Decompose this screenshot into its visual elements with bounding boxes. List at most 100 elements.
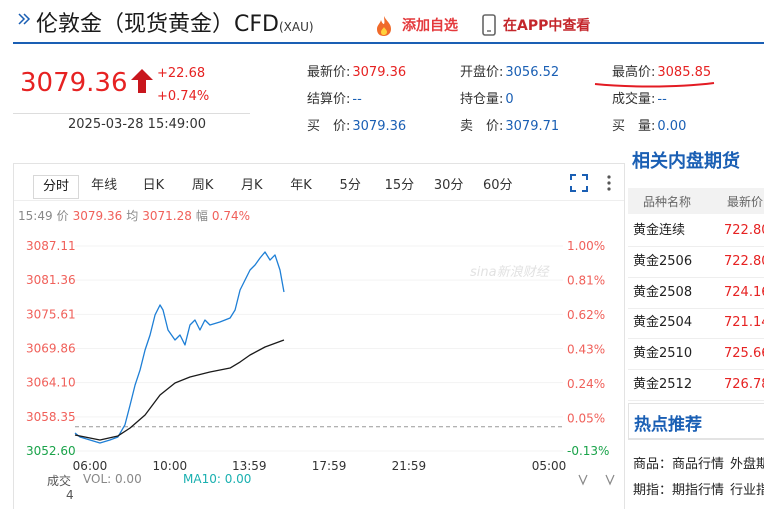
tab-rule [14,200,624,201]
chart: sina新浪财经 3087.11 3081.36 3075.61 3069.86 3064… [26,239,609,473]
price-change: +22.68 [157,66,206,81]
link-row: 期指：期指行情 行业指 [633,479,764,498]
quote-row[interactable]: 黄金连续 722.80 [628,216,764,247]
y2-tick-label: 0.24% [567,377,605,391]
vol: VOL: 0.00 [83,472,142,486]
quote-row[interactable]: 黄金2512 726.78 [628,370,764,401]
link[interactable]: 商品行情 [672,457,725,472]
y-tick-label: 3058.35 [26,410,76,424]
row-price: 722.80 [724,253,764,269]
chart-panel [13,163,625,509]
row-name: 黄金2506 [633,253,693,269]
field-value: 3056.52 [505,65,560,80]
row-price: 726.78 [724,377,764,392]
chart-tab[interactable]: 月K [241,178,263,193]
sidebar: 相关内盘期货 品种名称 最新价 热点推荐 黄金连续 722.80 黄金2506 722… [628,145,764,509]
link-label: 期指： [633,483,673,498]
price-line [74,339,285,441]
chart-tools [570,174,611,192]
quote-field: 结算价: -- [307,88,362,107]
field-value: 3079.36 [352,65,407,80]
highlight-underline [594,82,715,88]
x-tick-label: 10:00 [153,459,188,473]
quote-time: 2025-03-28 15:49:00 [68,117,207,132]
link-label: 商品： [633,457,673,472]
chart-tab[interactable]: 年K [290,178,312,193]
row-name: 黄金2510 [633,346,693,362]
quote-row[interactable]: 黄金2504 721.14 [628,308,764,340]
row-price: 724.16 [724,284,764,300]
volume-label: 成交 [47,474,72,488]
info-item: 幅 [195,209,208,223]
header-rule [13,42,764,44]
link[interactable]: 期指行情 [672,483,725,498]
chart-tab[interactable]: 60分 [483,178,513,193]
field-value: -- [352,92,362,107]
info-item: 3071.28 [142,209,192,223]
chart-tab[interactable]: 年线 [91,178,118,193]
title-symbol: (XAU) [278,20,314,34]
row-name: 黄金2504 [633,315,693,331]
info-item: 价 [56,209,69,223]
sidebar-title: 相关内盘期货 [632,151,740,172]
y-tick-label: 3087.11 [26,239,76,253]
price-change-pct: +0.74% [157,89,210,104]
y-tick-label: 3069.86 [26,341,76,355]
info-item: 0.74% [211,209,251,223]
quote-row[interactable]: 黄金2506 722.80 [628,247,764,278]
page-title: 伦敦金（现货黄金）CFD(XAU) [36,6,314,38]
row-price: 725.66 [724,346,764,362]
link[interactable]: 行业指 [730,483,764,498]
row-name: 黄金2512 [633,377,693,392]
quote-field: 最新价: 3079.36 [307,61,406,80]
fire-icon [377,16,391,36]
fullscreen-icon[interactable] [570,174,588,192]
quote-field: 开盘价: 3056.52 [460,61,559,80]
zoom-arrows[interactable] [578,474,616,486]
chart-tab[interactable]: 分时 [33,175,79,199]
quote-field: 买 价: 3079.36 [307,115,406,134]
quote-field: 买 量: 0.00 [612,115,686,134]
field-value: 0 [505,92,514,107]
y-tick-label: 3075.61 [26,307,76,321]
watermark: sina新浪财经 [470,264,551,280]
chart-tab[interactable]: 5分 [339,178,361,193]
chart-tab[interactable]: 30分 [433,178,464,193]
x-tick-label: 13:59 [232,459,267,473]
chart-info: 15:49 价 3079.36 均 3071.28 幅 0.74% [18,207,254,224]
column-header: 最新价 [727,195,764,209]
up-arrow [131,69,153,93]
y-tick-label: 3064.10 [26,376,76,390]
add-watchlist[interactable]: 添加自选 [402,18,458,34]
link-row: 商品：商品行情 外盘期 [633,453,764,472]
field-value: 3085.85 [657,65,712,80]
ma10: MA10: 0.00 [183,472,252,486]
row-name: 黄金连续 [633,223,686,238]
view-in-app[interactable]: 在APP中查看 [503,18,591,34]
volume-value: 4 [66,488,74,502]
field-label: 最新价: [307,65,351,80]
link[interactable]: 外盘期 [730,457,764,472]
field-label: 持仓量: [460,92,504,107]
y-tick-label: 3081.36 [26,273,76,287]
y2-tick-label: 1.00% [567,239,605,253]
y2-tick-label: 0.43% [567,342,605,356]
column-header: 品种名称 [643,195,692,209]
info-item: 均 [126,209,139,223]
last-price: 3079.36 [20,68,128,98]
field-label: 买 量: [612,119,656,134]
chart-tab[interactable]: 15分 [384,178,415,193]
x-tick-label: 17:59 [312,459,347,473]
chart-tab[interactable]: 周K [191,178,214,193]
quote-row[interactable]: 黄金2508 724.16 [628,278,764,309]
hot-title: 热点推荐 [634,415,702,435]
quote-rule [13,113,250,114]
price-line [74,251,285,444]
quote-row[interactable]: 黄金2510 725.66 [628,339,764,371]
chart-tab[interactable]: 日K [142,178,165,193]
field-value: -- [657,92,667,107]
table-header: 品种名称 最新价 [628,188,764,214]
hot-box: 热点推荐 [628,403,764,440]
quote-field: 最高价: 3085.85 [612,61,711,80]
